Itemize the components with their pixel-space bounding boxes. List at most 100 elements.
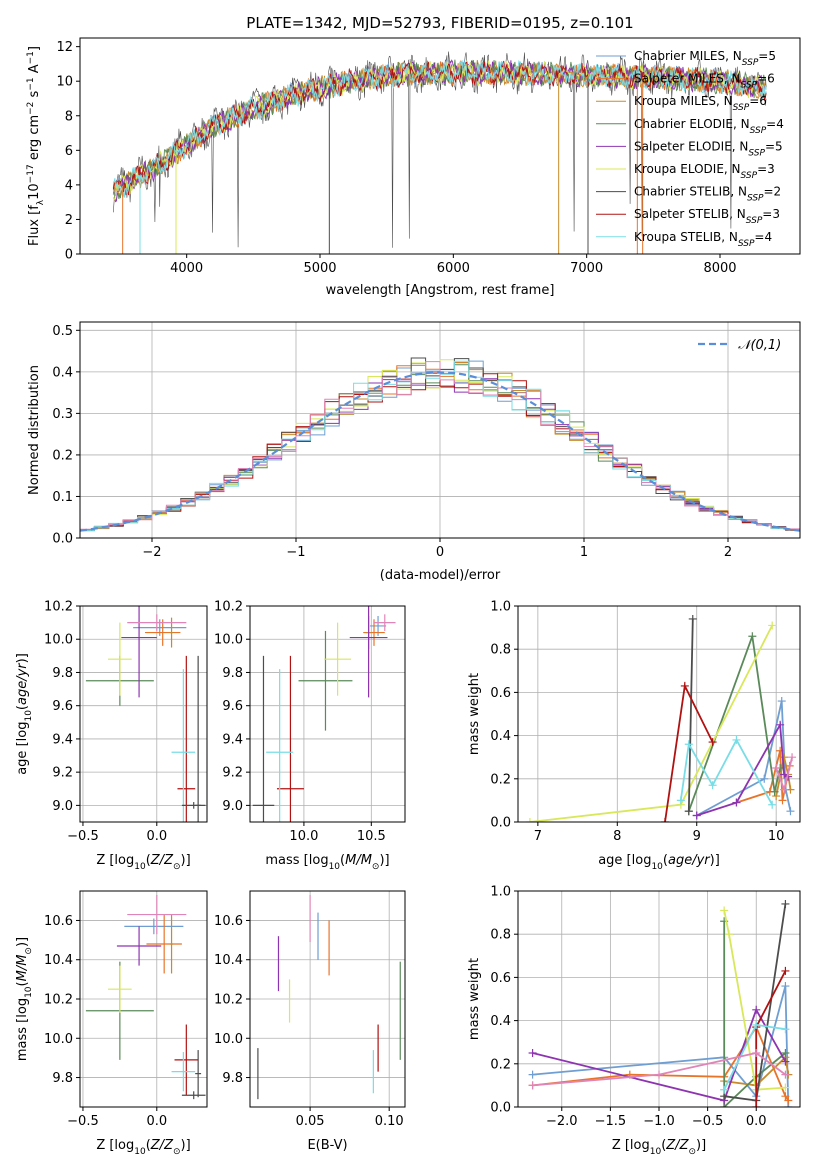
weight-marker bbox=[770, 787, 779, 796]
weight-series-line bbox=[687, 635, 781, 812]
y-tick-label: 9.8 bbox=[52, 1071, 73, 1086]
weight-series-line bbox=[723, 910, 786, 1091]
age-vs-mass-xlabel-part: )] bbox=[379, 853, 389, 868]
spectrum-line bbox=[113, 51, 767, 248]
y-tick-label: 0.3 bbox=[52, 407, 73, 422]
spectrum-legend-label-part: SSP bbox=[741, 81, 758, 91]
age-vs-mass-xlabel-part: ⊙ bbox=[372, 862, 380, 872]
spectrum-legend-label: Chabrier ELODIE, NSSP=4 bbox=[634, 117, 784, 136]
x-tick-label: 0.0 bbox=[146, 829, 167, 844]
age-vs-Z-xlabel-part: ( bbox=[146, 853, 151, 868]
spectrum-line bbox=[113, 59, 767, 201]
weight-marker bbox=[776, 720, 785, 729]
y-tick-label: 9.8 bbox=[222, 1071, 243, 1086]
spectrum-legend-label: Kroupa STELIB, NSSP=4 bbox=[634, 230, 772, 249]
spectrum-legend-label-part: =5 bbox=[765, 139, 783, 153]
weight-vs-age-ylabel: mass weight bbox=[467, 673, 482, 755]
chart-mass-vs-EBV: 0.05 0.10 9.8 10.0 10.2 10.4 10.6 bbox=[214, 890, 406, 1129]
legend-label-normal: 𝒩(0,1) bbox=[738, 338, 781, 353]
y-tick-label: 0.2 bbox=[52, 448, 73, 463]
weight-marker bbox=[780, 753, 789, 762]
y-tick-label: 4 bbox=[65, 178, 73, 193]
age-vs-mass-xlabel-part: M/M bbox=[345, 853, 372, 868]
weight-series-line bbox=[736, 750, 791, 804]
age-vs-Z-ylabel-part: 10 bbox=[24, 710, 34, 722]
spectrum-legend-label-part: Salpeter MILES, N bbox=[634, 72, 741, 86]
x-tick-label: 7000 bbox=[570, 261, 603, 276]
y-tick-label: 0.8 bbox=[490, 928, 511, 943]
age-vs-mass-xlabel: mass [log10(M/M⊙)] bbox=[265, 853, 389, 872]
x-tick-label: −0.5 bbox=[692, 1114, 724, 1129]
spectrum-legend-label-part: =4 bbox=[766, 117, 784, 131]
mass-vs-Z-xlabel-part: ( bbox=[146, 1138, 151, 1153]
y-tick-label: 2 bbox=[65, 213, 73, 228]
spectrum-legend-label-part: Chabrier MILES, N bbox=[634, 49, 742, 63]
spectrum-ylabel-part: ] bbox=[27, 46, 42, 51]
spectrum-legend-label-part: Kroupa MILES, N bbox=[634, 94, 733, 108]
y-tick-label: 10.6 bbox=[214, 914, 243, 929]
spectrum-line bbox=[112, 59, 767, 198]
weight-marker bbox=[684, 807, 693, 816]
x-tick-label: 0.05 bbox=[296, 1114, 325, 1129]
residual-histogram bbox=[80, 361, 800, 530]
x-tick-label: 8000 bbox=[703, 261, 736, 276]
weight-vs-Z-ylabel: mass weight bbox=[467, 958, 482, 1040]
spectrum-legend-label-part: =4 bbox=[754, 230, 772, 244]
age-vs-mass-xlabel-part: 10 bbox=[329, 862, 341, 872]
y-tick-label: 9.2 bbox=[52, 766, 73, 781]
y-tick-label: 10.0 bbox=[214, 1032, 243, 1047]
weight-marker bbox=[676, 796, 685, 805]
x-tick-label: −0.5 bbox=[67, 829, 99, 844]
x-tick-label: 5000 bbox=[303, 261, 336, 276]
x-tick-label: 0.0 bbox=[146, 1114, 167, 1129]
spectrum-ylabel-part: λ bbox=[36, 199, 46, 205]
spectrum-legend-label-part: Chabrier ELODIE, N bbox=[634, 117, 750, 131]
x-tick-label: 0.10 bbox=[375, 1114, 404, 1129]
weight-marker bbox=[720, 906, 729, 915]
chart-residuals: 𝒩(0,1) −2 −1 0 1 2 0.0 0.1 0.2 0.3 0.4 0.5 bbox=[52, 321, 801, 560]
y-tick-label: 10.0 bbox=[214, 633, 243, 648]
y-tick-label: 0.4 bbox=[52, 365, 73, 380]
weight-vs-age-xlabel-part: 10 bbox=[651, 862, 663, 872]
spectrum-legend-label-part: Chabrier STELIB, N bbox=[634, 185, 747, 199]
age-vs-Z-ylabel-part: age/yr bbox=[15, 662, 30, 705]
residuals-xlabel: (data-model)/error bbox=[380, 568, 501, 583]
y-tick-label: 0.6 bbox=[490, 686, 511, 701]
weight-vs-Z-xlabel-part: Z [log bbox=[612, 1138, 650, 1153]
spectrum-legend-label-part: SSP bbox=[748, 148, 765, 158]
weight-marker bbox=[752, 1103, 761, 1107]
weight-marker bbox=[772, 764, 781, 772]
weight-marker bbox=[777, 697, 786, 706]
weight-marker bbox=[781, 1025, 790, 1034]
spectrum-ylabel: Flux [fλ10−17 erg cm−2 s−1 A−1] bbox=[26, 46, 46, 246]
spectrum-ylabel-part: −17 bbox=[26, 164, 36, 183]
mass-vs-Z-ylabel-part: M/M bbox=[15, 955, 30, 982]
spectrum-legend-label-part: SSP bbox=[746, 216, 763, 226]
weight-marker bbox=[708, 738, 717, 747]
mass-vs-Z-ylabel-part: )] bbox=[15, 937, 30, 947]
x-tick-label: 10 bbox=[768, 829, 785, 844]
plot-area bbox=[525, 614, 797, 822]
age-vs-mass-xlabel-part: ( bbox=[340, 853, 345, 868]
age-vs-Z-ylabel-part: )] bbox=[15, 653, 30, 663]
y-tick-label: 9.6 bbox=[52, 699, 73, 714]
y-tick-label: 10.0 bbox=[44, 633, 73, 648]
weight-vs-age-xlabel-part: ( bbox=[663, 853, 668, 868]
y-tick-label: 0.2 bbox=[490, 772, 511, 787]
weight-series-line bbox=[532, 1052, 786, 1087]
y-tick-label: 10.2 bbox=[44, 600, 73, 615]
axes-frame bbox=[79, 605, 208, 823]
weight-vs-Z-xlabel-part: ( bbox=[661, 1138, 666, 1153]
x-tick-label: −2.0 bbox=[546, 1114, 578, 1129]
y-tick-label: 10 bbox=[56, 75, 73, 90]
weight-marker bbox=[525, 818, 534, 822]
spectrum-legend-label-part: SSP bbox=[741, 171, 758, 181]
weight-marker bbox=[684, 740, 693, 749]
weight-vs-Z-xlabel-part: Z/Z bbox=[665, 1138, 689, 1153]
y-tick-label: 9.0 bbox=[52, 799, 73, 814]
x-tick-label: −2 bbox=[142, 545, 161, 560]
chart-weight-vs-age: 7 8 9 10 0.0 0.2 0.4 0.6 0.8 1.0 bbox=[490, 600, 801, 844]
age-vs-Z-xlabel-part: ⊙ bbox=[173, 862, 181, 872]
weight-vs-Z-xlabel-part: ⊙ bbox=[688, 1147, 696, 1157]
